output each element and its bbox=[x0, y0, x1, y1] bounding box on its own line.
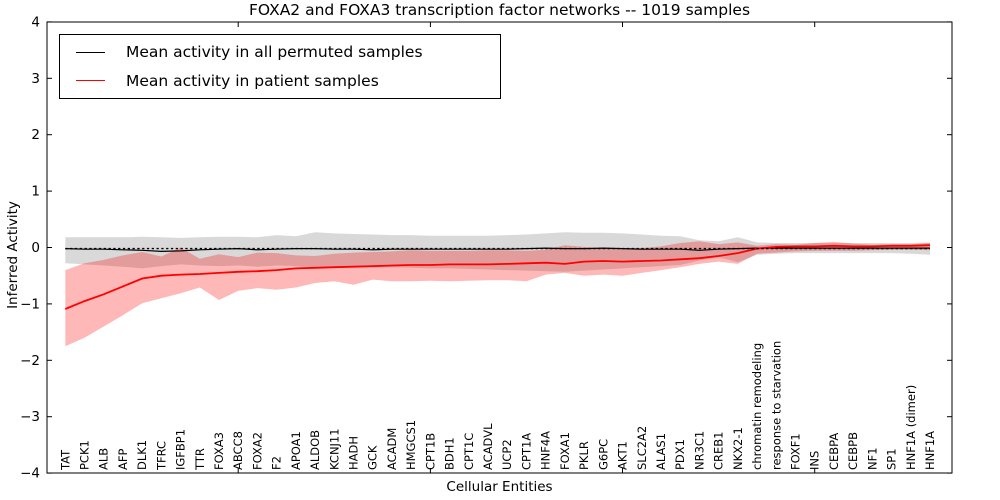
x-category-label: ALDOB bbox=[308, 430, 322, 470]
x-category-label: GCK bbox=[366, 445, 380, 470]
x-category-label: TTR bbox=[193, 448, 207, 471]
legend-label: Mean activity in patient samples bbox=[126, 71, 379, 90]
x-category-label: INS bbox=[808, 451, 822, 470]
y-tick-label: 3 bbox=[31, 71, 40, 87]
y-tick-label: −3 bbox=[20, 409, 40, 425]
y-tick-label: −4 bbox=[20, 466, 40, 482]
x-category-label: AKT1 bbox=[616, 441, 630, 470]
x-category-label: NR3C1 bbox=[692, 431, 706, 470]
y-tick-label: −2 bbox=[20, 353, 40, 369]
x-category-label: SLC2A2 bbox=[635, 426, 649, 470]
x-category-label: BDH1 bbox=[443, 437, 457, 470]
chart-title: FOXA2 and FOXA3 transcription factor net… bbox=[248, 1, 751, 19]
permuted-band bbox=[65, 232, 931, 272]
y-tick-label: 4 bbox=[31, 14, 40, 30]
x-axis-label: Cellular Entities bbox=[446, 479, 553, 495]
x-category-label: ALAS1 bbox=[654, 433, 668, 470]
legend-line-red bbox=[76, 80, 105, 82]
x-category-label: TFRC bbox=[154, 441, 168, 471]
y-tick-label: 1 bbox=[31, 184, 40, 200]
x-category-label: CEBPA bbox=[827, 433, 841, 470]
x-category-label: CPT1C bbox=[462, 433, 476, 470]
x-category-label: F2 bbox=[270, 456, 284, 470]
x-category-label: G6PC bbox=[596, 439, 610, 470]
x-category-label: DLK1 bbox=[135, 440, 149, 470]
x-category-label: HADH bbox=[347, 436, 361, 470]
x-category-label: FOXA3 bbox=[212, 432, 226, 470]
legend-item-permuted: Mean activity in all permuted samples bbox=[60, 41, 500, 63]
x-category-label: KCNJ11 bbox=[327, 428, 341, 470]
x-category-label: HNF1A (dimer) bbox=[904, 385, 918, 470]
x-category-label: HMGCS1 bbox=[404, 420, 418, 470]
x-category-label: SP1 bbox=[885, 448, 899, 470]
x-category-label: ABCC8 bbox=[231, 431, 245, 470]
x-category-label: HNF4A bbox=[539, 431, 553, 470]
x-category-label: ACADM bbox=[385, 428, 399, 470]
x-category-label: FOXF1 bbox=[789, 433, 803, 470]
x-category-label: PDX1 bbox=[673, 439, 687, 470]
x-category-label: CPT1B bbox=[423, 433, 437, 470]
x-category-label: UCP2 bbox=[500, 439, 514, 470]
x-category-label: ACADVL bbox=[481, 423, 495, 470]
patient-band bbox=[65, 241, 931, 347]
y-tick-label: 2 bbox=[31, 127, 40, 143]
x-category-label: FOXA1 bbox=[558, 432, 572, 470]
x-category-label: response to starvation bbox=[769, 341, 783, 470]
x-category-label: ALB bbox=[97, 448, 111, 470]
legend-label: Mean activity in all permuted samples bbox=[126, 43, 423, 62]
legend-line-black bbox=[76, 51, 105, 53]
x-category-label: CREB1 bbox=[712, 432, 726, 471]
x-category-label: CEBPB bbox=[846, 432, 860, 470]
x-category-label: CPT1A bbox=[520, 433, 534, 470]
x-category-label: chromatin remodeling bbox=[750, 343, 764, 470]
x-category-label: NF1 bbox=[865, 447, 879, 470]
x-category-label: TAT bbox=[58, 449, 72, 471]
x-category-label: IGFBP1 bbox=[174, 429, 188, 470]
x-category-label: HNF1A bbox=[923, 431, 937, 470]
patient-mean-line bbox=[64, 244, 931, 310]
x-category-label: APOA1 bbox=[289, 431, 303, 470]
x-category-label: FOXA2 bbox=[250, 432, 264, 470]
y-tick-label: 0 bbox=[31, 240, 40, 256]
legend-item-patient: Mean activity in patient samples bbox=[60, 70, 500, 92]
x-category-label: NKX2-1 bbox=[731, 427, 745, 470]
legend: Mean activity in all permuted samples Me… bbox=[59, 34, 501, 99]
y-tick-label: −1 bbox=[20, 296, 40, 312]
y-axis-label: Inferred Activity bbox=[5, 201, 21, 309]
x-category-label: PKLR bbox=[577, 441, 591, 470]
x-category-label: PCK1 bbox=[78, 440, 92, 470]
x-category-label: AFP bbox=[116, 449, 130, 470]
